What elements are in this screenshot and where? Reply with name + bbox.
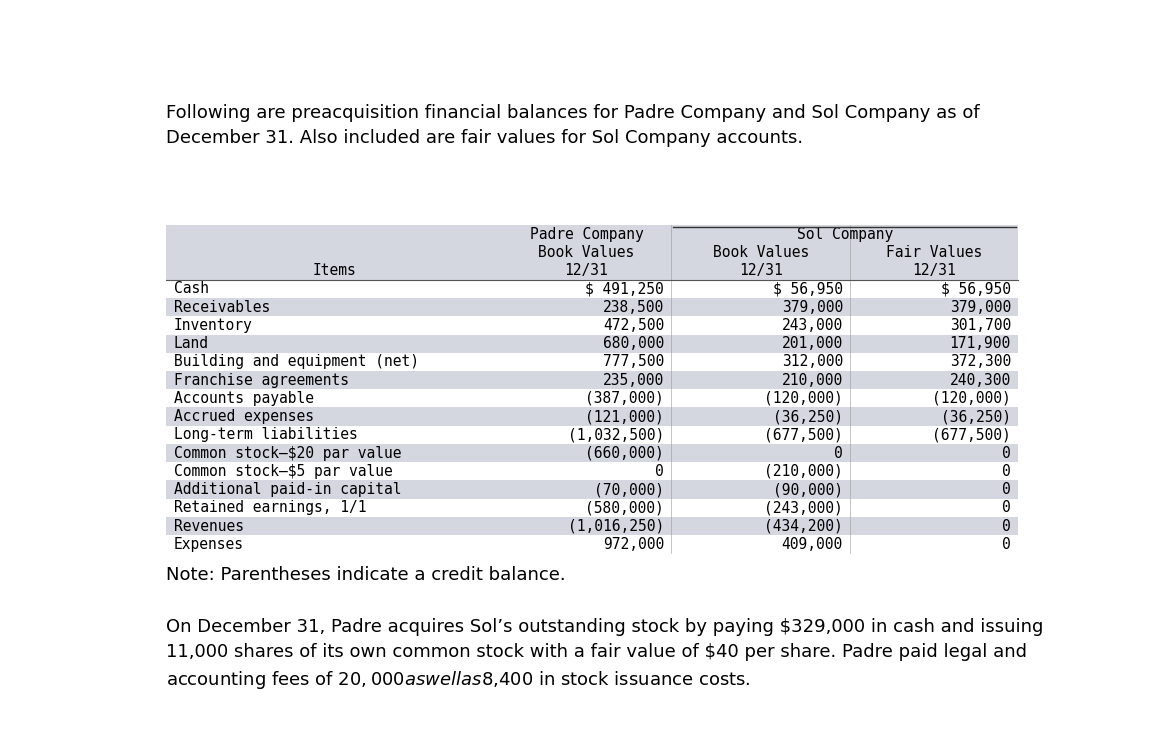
Text: Sol Company: Sol Company (797, 227, 892, 242)
Text: 301,700: 301,700 (950, 318, 1011, 333)
Text: 201,000: 201,000 (782, 336, 843, 351)
Text: (121,000): (121,000) (586, 409, 664, 424)
Text: Retained earnings, 1/1: Retained earnings, 1/1 (174, 500, 367, 515)
FancyBboxPatch shape (166, 480, 1018, 499)
Text: 0: 0 (834, 446, 843, 461)
Text: Franchise agreements: Franchise agreements (174, 373, 348, 387)
Text: 12/31: 12/31 (739, 263, 783, 278)
Text: 235,000: 235,000 (603, 373, 664, 387)
Text: $ 56,950: $ 56,950 (773, 281, 843, 296)
FancyBboxPatch shape (166, 225, 1018, 554)
Text: Book Values: Book Values (538, 245, 634, 260)
Text: 171,900: 171,900 (950, 336, 1011, 351)
Text: (580,000): (580,000) (586, 500, 664, 515)
Text: Land: Land (174, 336, 209, 351)
Text: (36,250): (36,250) (941, 409, 1011, 424)
Text: 379,000: 379,000 (782, 300, 843, 315)
FancyBboxPatch shape (166, 535, 1018, 554)
Text: $ 56,950: $ 56,950 (941, 281, 1011, 296)
Text: $ 491,250: $ 491,250 (586, 281, 664, 296)
FancyBboxPatch shape (166, 371, 1018, 389)
Text: (1,032,500): (1,032,500) (568, 427, 664, 442)
Text: 0: 0 (655, 464, 664, 479)
Text: (120,000): (120,000) (932, 391, 1011, 406)
Text: Building and equipment (net): Building and equipment (net) (174, 355, 419, 370)
Text: 0: 0 (1002, 537, 1011, 552)
Text: (210,000): (210,000) (764, 464, 843, 479)
Text: 0: 0 (1002, 446, 1011, 461)
FancyBboxPatch shape (166, 389, 1018, 408)
Text: Following are preacquisition financial balances for Padre Company and Sol Compan: Following are preacquisition financial b… (166, 104, 980, 147)
Text: 210,000: 210,000 (782, 373, 843, 387)
Text: Additional paid-in capital: Additional paid-in capital (174, 482, 401, 497)
Text: 0: 0 (1002, 464, 1011, 479)
Text: (1,016,250): (1,016,250) (568, 518, 664, 533)
Text: (677,500): (677,500) (932, 427, 1011, 442)
Text: (677,500): (677,500) (764, 427, 843, 442)
Text: (70,000): (70,000) (594, 482, 664, 497)
FancyBboxPatch shape (166, 462, 1018, 480)
Text: Receivables: Receivables (174, 300, 270, 315)
Text: (90,000): (90,000) (773, 482, 843, 497)
Text: Fair Values: Fair Values (886, 245, 982, 260)
FancyBboxPatch shape (166, 316, 1018, 334)
Text: 472,500: 472,500 (603, 318, 664, 333)
Text: 0: 0 (1002, 500, 1011, 515)
FancyBboxPatch shape (166, 517, 1018, 535)
FancyBboxPatch shape (166, 298, 1018, 316)
Text: (387,000): (387,000) (586, 391, 664, 406)
Text: (120,000): (120,000) (764, 391, 843, 406)
Text: (243,000): (243,000) (764, 500, 843, 515)
FancyBboxPatch shape (166, 280, 1018, 298)
Text: 680,000: 680,000 (603, 336, 664, 351)
Text: 409,000: 409,000 (782, 537, 843, 552)
Text: Revenues: Revenues (174, 518, 243, 533)
Text: 238,500: 238,500 (603, 300, 664, 315)
FancyBboxPatch shape (166, 499, 1018, 517)
Text: Common stock–$20 par value: Common stock–$20 par value (174, 446, 401, 461)
Text: Inventory: Inventory (174, 318, 253, 333)
Text: Padre Company: Padre Company (529, 227, 643, 242)
Text: Book Values: Book Values (713, 245, 808, 260)
FancyBboxPatch shape (166, 353, 1018, 371)
Text: 379,000: 379,000 (950, 300, 1011, 315)
Text: 777,500: 777,500 (603, 355, 664, 370)
FancyBboxPatch shape (166, 426, 1018, 444)
Text: Accrued expenses: Accrued expenses (174, 409, 314, 424)
Text: 12/31: 12/31 (565, 263, 609, 278)
Text: Accounts payable: Accounts payable (174, 391, 314, 406)
Text: (434,200): (434,200) (764, 518, 843, 533)
Text: 243,000: 243,000 (782, 318, 843, 333)
Text: 0: 0 (1002, 518, 1011, 533)
Text: Long-term liabilities: Long-term liabilities (174, 427, 357, 442)
Text: 0: 0 (1002, 482, 1011, 497)
Text: Items: Items (312, 263, 356, 278)
Text: Note: Parentheses indicate a credit balance.: Note: Parentheses indicate a credit bala… (166, 566, 566, 584)
Text: (36,250): (36,250) (773, 409, 843, 424)
Text: 12/31: 12/31 (912, 263, 956, 278)
FancyBboxPatch shape (166, 334, 1018, 353)
Text: Common stock–$5 par value: Common stock–$5 par value (174, 464, 392, 479)
Text: 240,300: 240,300 (950, 373, 1011, 387)
Text: Expenses: Expenses (174, 537, 243, 552)
Text: 372,300: 372,300 (950, 355, 1011, 370)
Text: 972,000: 972,000 (603, 537, 664, 552)
FancyBboxPatch shape (166, 408, 1018, 426)
FancyBboxPatch shape (166, 444, 1018, 462)
Text: Cash: Cash (174, 281, 209, 296)
Text: On December 31, Padre acquires Sol’s outstanding stock by paying $329,000 in cas: On December 31, Padre acquires Sol’s out… (166, 618, 1043, 691)
Text: (660,000): (660,000) (586, 446, 664, 461)
Text: 312,000: 312,000 (782, 355, 843, 370)
